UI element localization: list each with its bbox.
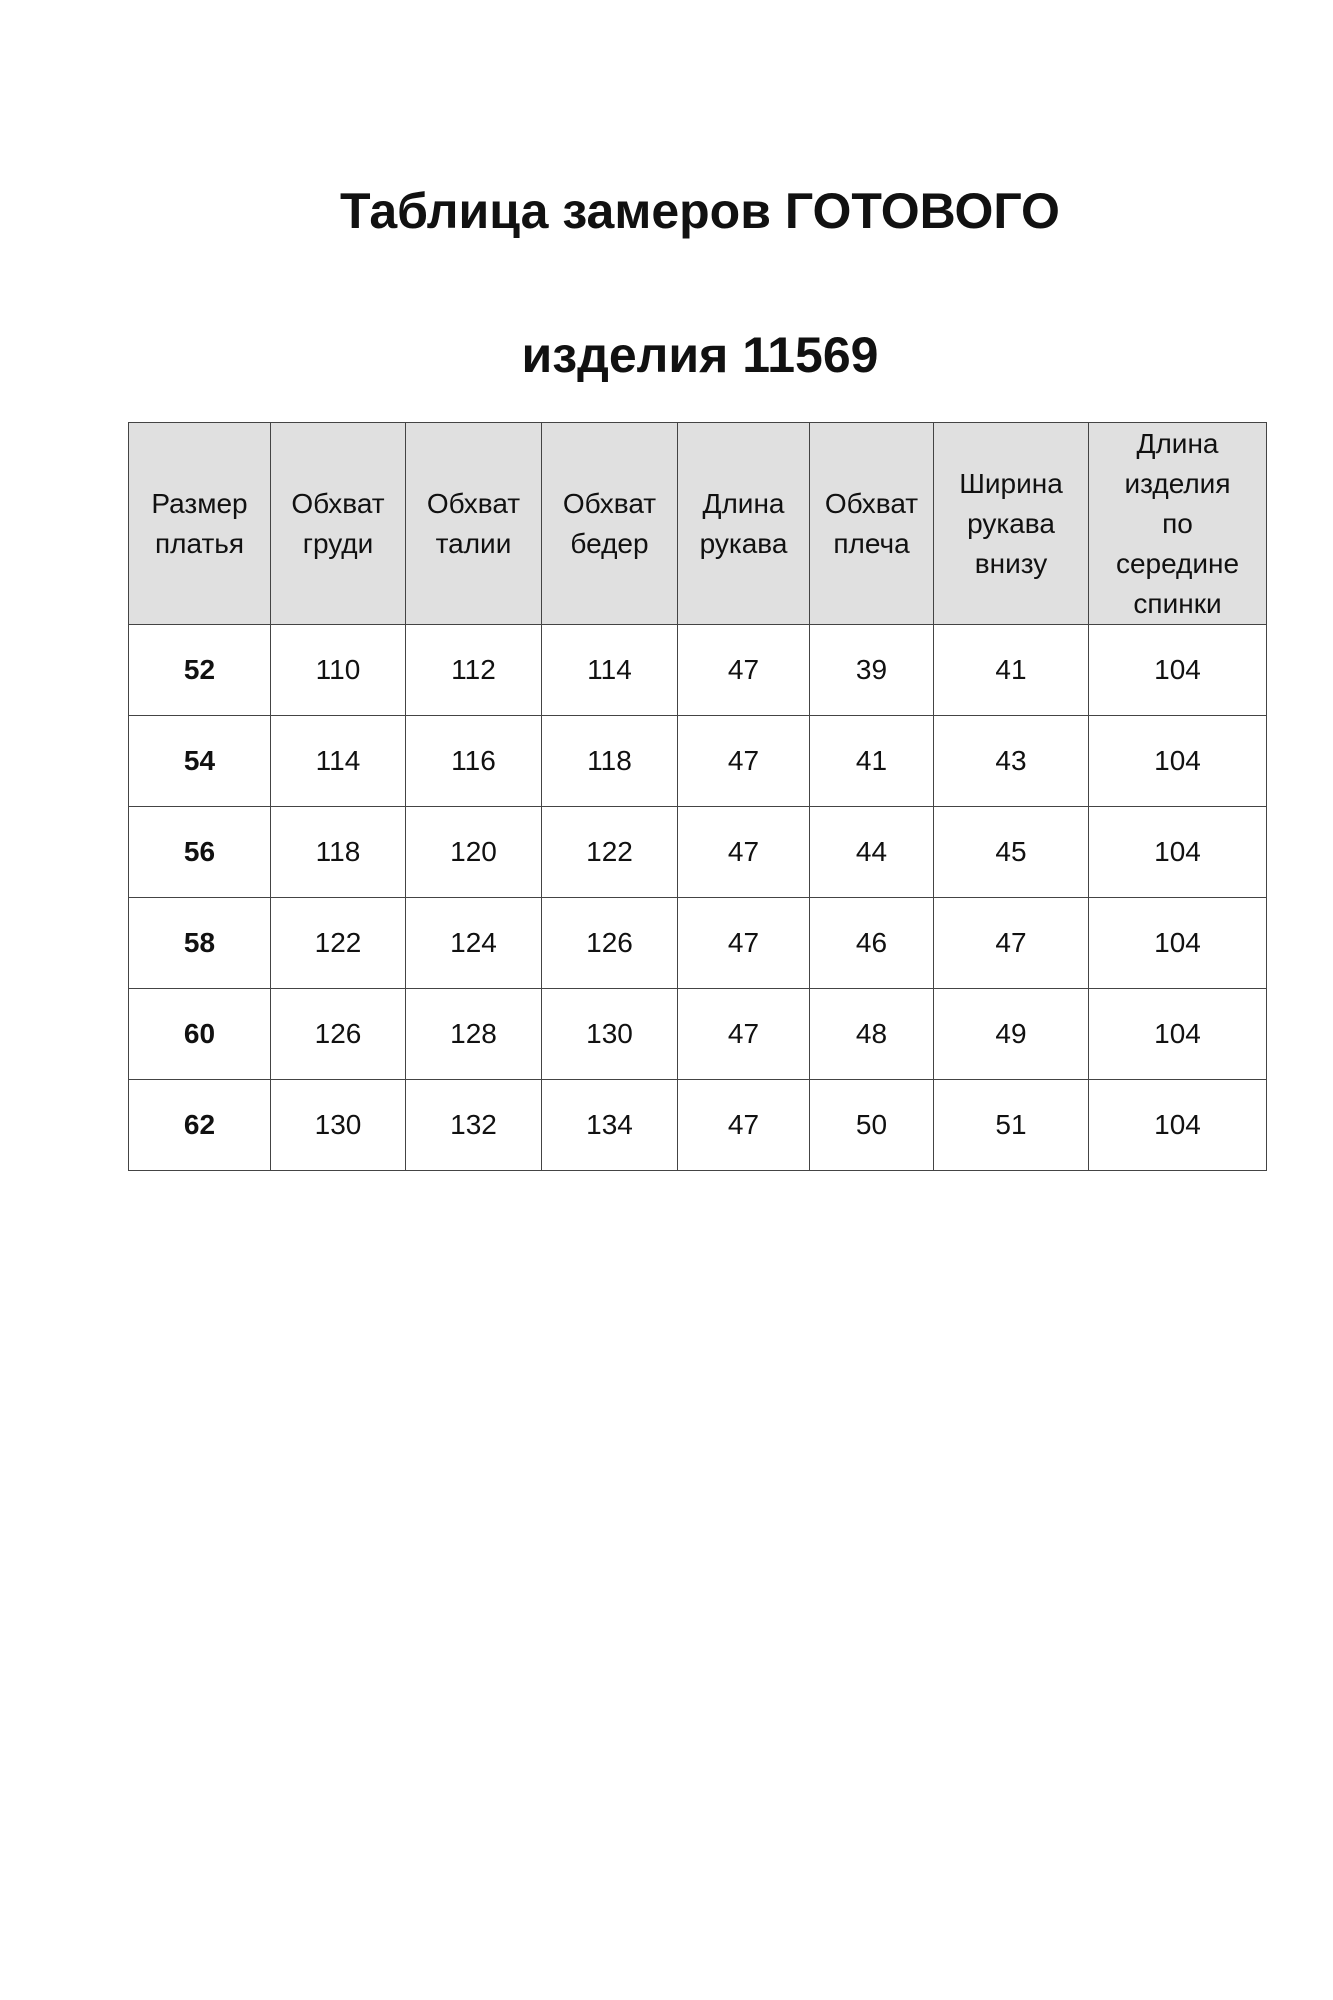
column-header-line: внизу	[974, 547, 1048, 579]
column-header-line: Длина	[702, 487, 785, 519]
column-header: Обхват бедер	[541, 422, 678, 625]
column-header-line: Обхват	[824, 487, 919, 519]
measurement-cell: 45	[933, 806, 1089, 898]
measurement-cell: 47	[677, 624, 810, 716]
column-header: Обхват груди	[270, 422, 406, 625]
size-cell: 62	[128, 1079, 271, 1171]
size-cell: 54	[128, 715, 271, 807]
column-header-line: бедер	[570, 527, 649, 559]
measurement-cell: 120	[405, 806, 542, 898]
measurement-cell: 41	[933, 624, 1089, 716]
size-table: Размер платья Обхват груди Обхват талии Обхват…	[128, 422, 1267, 1171]
measurement-cell: 126	[270, 988, 406, 1080]
column-header-line: талии	[435, 527, 512, 559]
table-row: 60 126 128 130 47 48 49 104	[128, 988, 1267, 1080]
column-header-line: середине	[1115, 547, 1240, 579]
size-cell: 58	[128, 897, 271, 989]
table-row: 62 130 132 134 47 50 51 104	[128, 1079, 1267, 1171]
column-header: Обхват плеча	[809, 422, 934, 625]
measurement-cell: 47	[677, 806, 810, 898]
title-line-1: Таблица замеров ГОТОВОГО	[340, 183, 1060, 239]
measurement-cell: 112	[405, 624, 542, 716]
measurement-cell: 114	[270, 715, 406, 807]
measurement-cell: 46	[809, 897, 934, 989]
measurement-cell: 47	[933, 897, 1089, 989]
measurement-cell: 104	[1088, 806, 1267, 898]
column-header-line: изделия	[1124, 467, 1231, 499]
column-header: Длина рукава	[677, 422, 810, 625]
measurement-cell: 122	[541, 806, 678, 898]
measurement-cell: 104	[1088, 715, 1267, 807]
measurement-cell: 116	[405, 715, 542, 807]
measurement-cell: 48	[809, 988, 934, 1080]
measurement-cell: 110	[270, 624, 406, 716]
measurement-cell: 130	[270, 1079, 406, 1171]
measurement-cell: 132	[405, 1079, 542, 1171]
table-row: 58 122 124 126 47 46 47 104	[128, 897, 1267, 989]
size-cell: 60	[128, 988, 271, 1080]
table-row: 52 110 112 114 47 39 41 104	[128, 624, 1267, 716]
column-header-line: платья	[154, 527, 245, 559]
column-header-line: Ширина	[959, 467, 1063, 499]
column-header: Обхват талии	[405, 422, 542, 625]
measurement-cell: 128	[405, 988, 542, 1080]
column-header-line: Длина	[1136, 427, 1219, 459]
measurement-cell: 114	[541, 624, 678, 716]
column-header-line: плеча	[833, 527, 910, 559]
measurement-cell: 43	[933, 715, 1089, 807]
column-header-line: Обхват	[291, 487, 385, 519]
column-header: Длина изделия по середине спинки	[1088, 422, 1267, 625]
measurement-cell: 104	[1088, 624, 1267, 716]
measurement-cell: 118	[270, 806, 406, 898]
column-header-line: рукава	[967, 507, 1055, 539]
column-header: Ширина рукава внизу	[933, 422, 1089, 625]
measurement-cell: 51	[933, 1079, 1089, 1171]
measurement-cell: 124	[405, 897, 542, 989]
measurement-cell: 134	[541, 1079, 678, 1171]
measurement-cell: 47	[677, 1079, 810, 1171]
measurement-cell: 44	[809, 806, 934, 898]
measurement-cell: 118	[541, 715, 678, 807]
column-header-line: спинки	[1133, 587, 1222, 619]
measurement-cell: 104	[1088, 1079, 1267, 1171]
column-header-line: Обхват	[562, 487, 657, 519]
column-header: Размер платья	[128, 422, 271, 625]
column-header-line: груди	[302, 527, 374, 559]
measurement-cell: 39	[809, 624, 934, 716]
measurement-cell: 47	[677, 988, 810, 1080]
size-cell: 56	[128, 806, 271, 898]
column-header-line: Размер	[151, 487, 248, 519]
measurement-cell: 41	[809, 715, 934, 807]
column-header-line: Обхват	[426, 487, 521, 519]
title-line-2: изделия 11569	[521, 327, 879, 383]
measurement-cell: 130	[541, 988, 678, 1080]
measurement-cell: 47	[677, 715, 810, 807]
table-header-row: Размер платья Обхват груди Обхват талии Обхват…	[128, 422, 1267, 625]
measurement-cell: 50	[809, 1079, 934, 1171]
column-header-line: по	[1162, 507, 1193, 539]
column-header-line: рукава	[699, 527, 788, 559]
table-row: 56 118 120 122 47 44 45 104	[128, 806, 1267, 898]
measurement-cell: 104	[1088, 988, 1267, 1080]
measurement-cell: 47	[677, 897, 810, 989]
table-row: 54 114 116 118 47 41 43 104	[128, 715, 1267, 807]
measurement-cell: 104	[1088, 897, 1267, 989]
measurement-cell: 126	[541, 897, 678, 989]
measurement-cell: 122	[270, 897, 406, 989]
measurement-cell: 49	[933, 988, 1089, 1080]
size-cell: 52	[128, 624, 271, 716]
